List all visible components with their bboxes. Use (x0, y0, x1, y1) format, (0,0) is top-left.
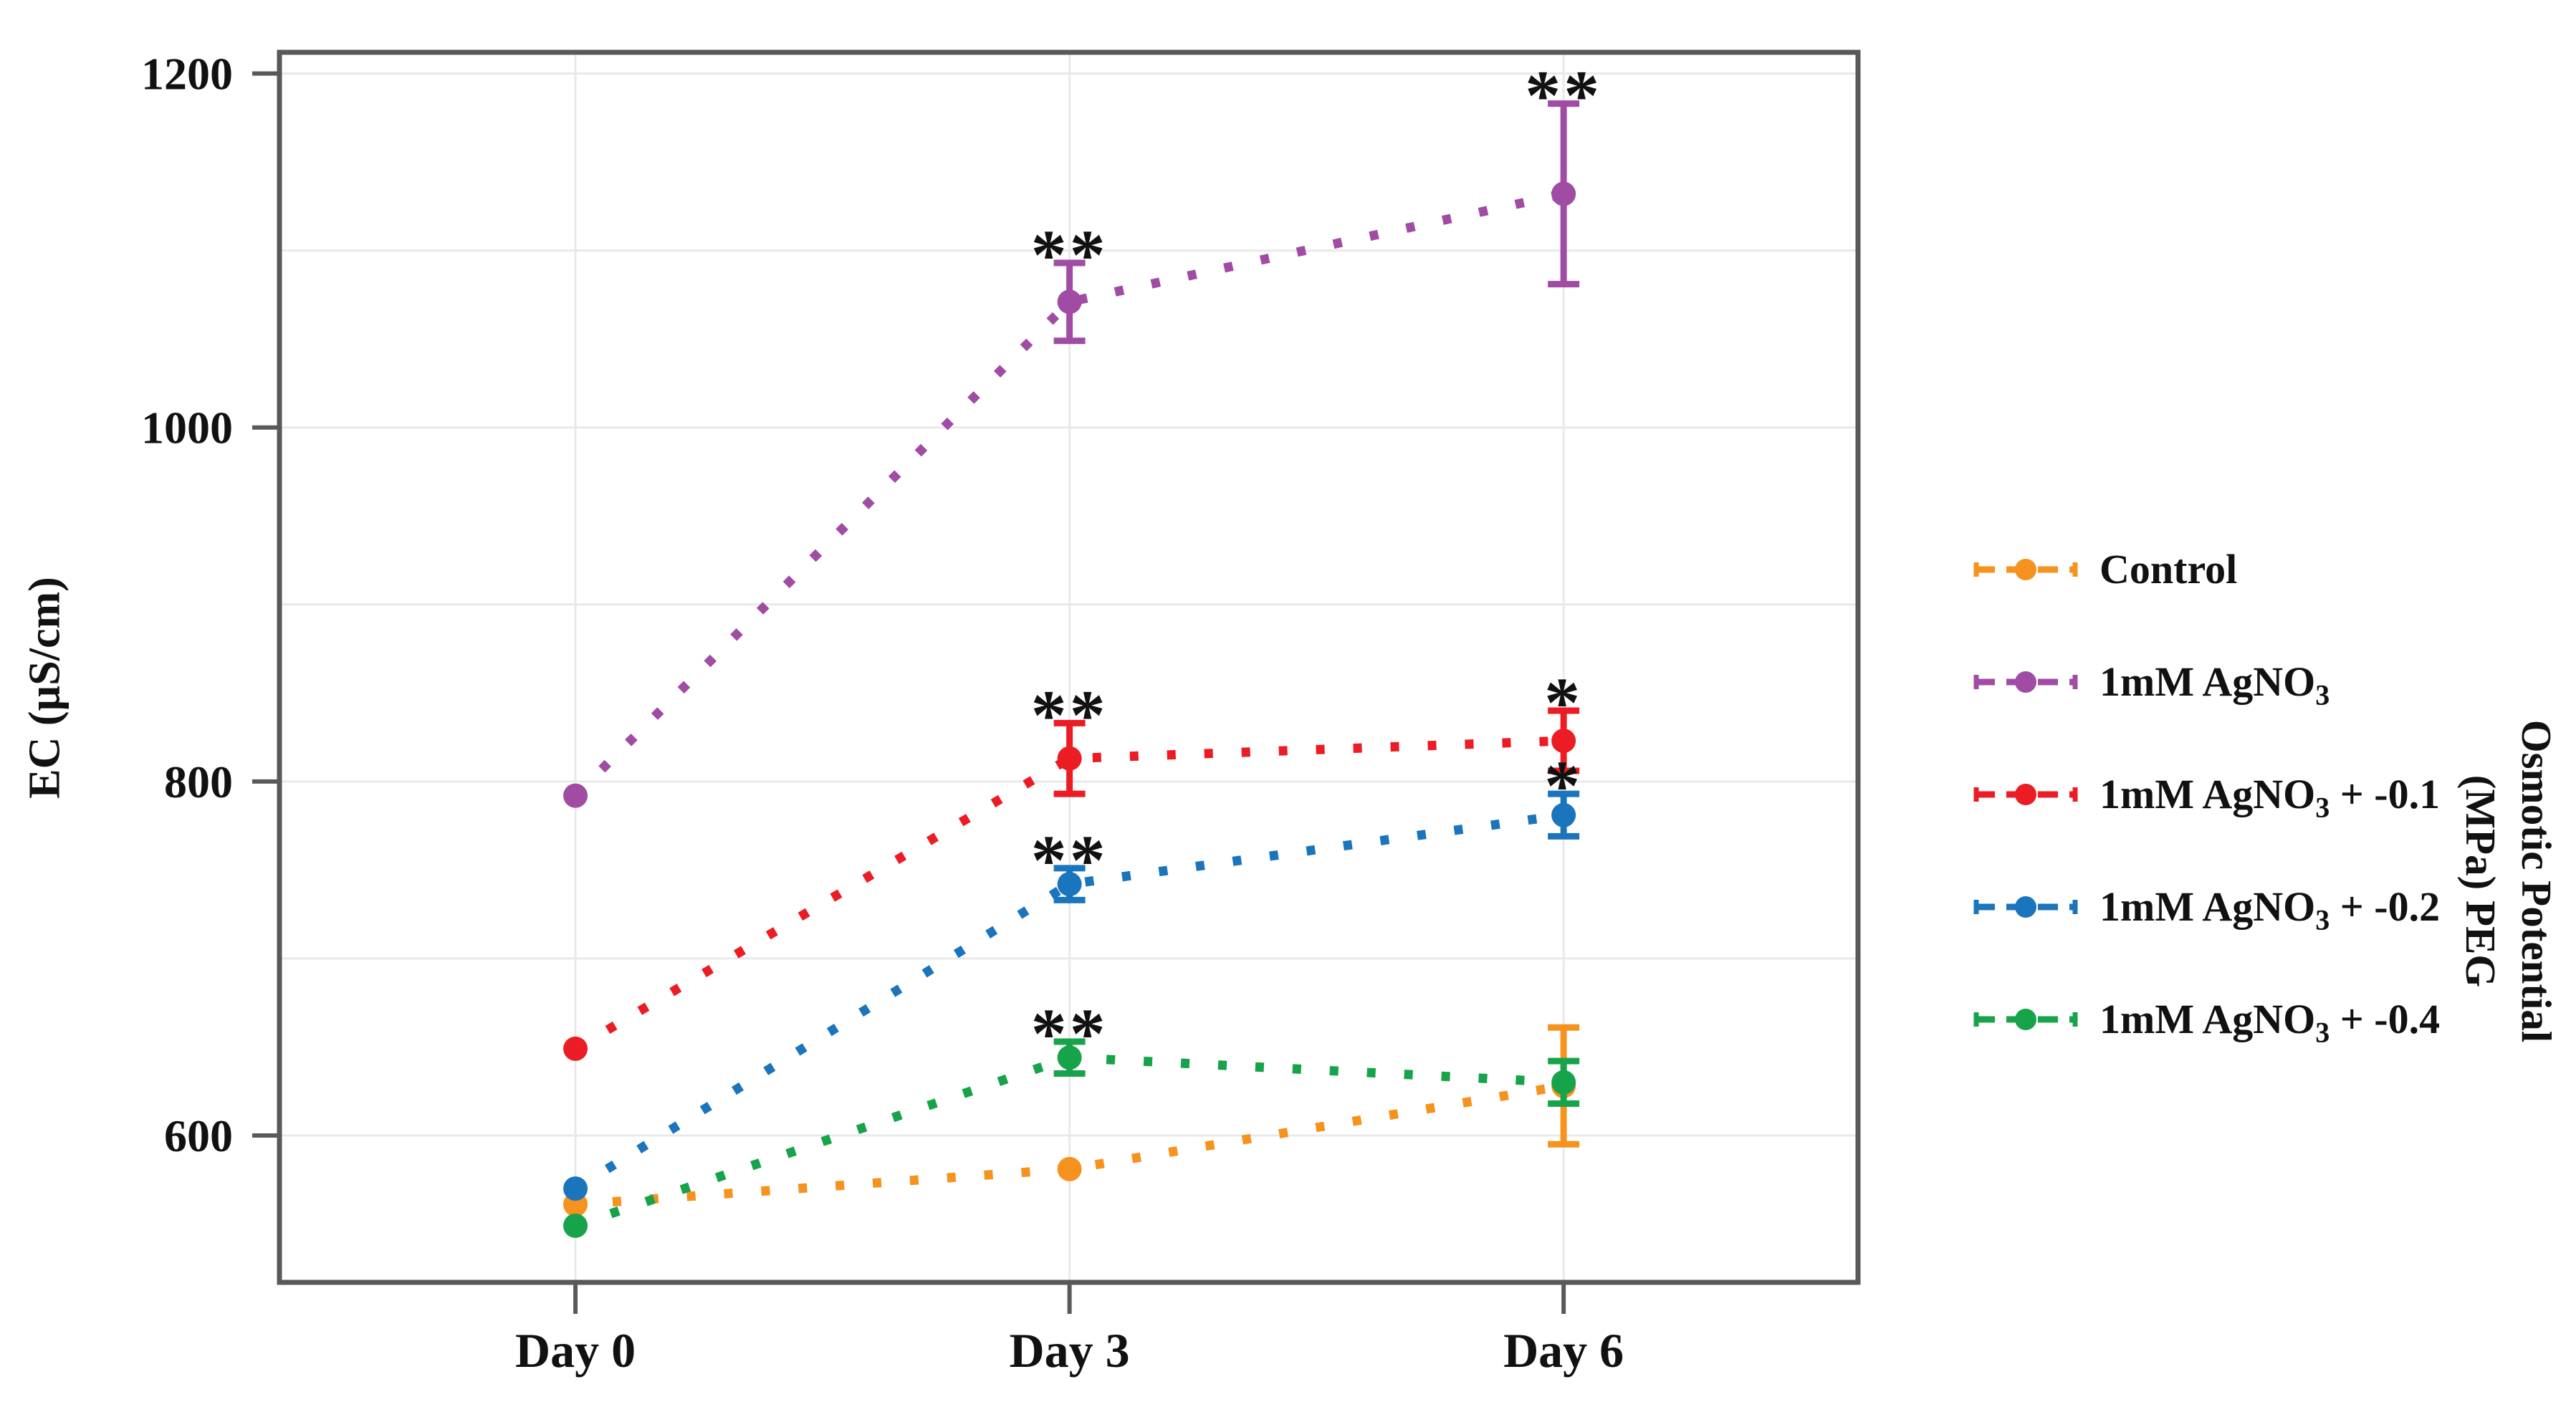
right-axis-title-line1: Osmotic Potential (2512, 719, 2560, 1043)
y-tick-label: 1000 (141, 403, 233, 453)
data-point-marker (1057, 872, 1082, 897)
y-tick-label: 600 (164, 1110, 233, 1161)
legend: Control 1mM AgNO3 1mM AgNO3 + -0.1 1mM AgNO… (1972, 513, 2440, 1075)
data-point-marker (1551, 802, 1576, 827)
data-point-marker (1057, 746, 1082, 771)
legend-item: 1mM AgNO3 (1972, 625, 2440, 738)
legend-item-label: 1mM AgNO3 + -0.1 (2099, 771, 2441, 824)
legend-marker-dot (2015, 895, 2036, 918)
legend-line-sample (1973, 1008, 2078, 1030)
significance-marker: ** (1525, 56, 1602, 135)
significance-marker: ** (1031, 215, 1109, 294)
significance-marker: ** (1031, 820, 1109, 900)
legend-item: 1mM AgNO3 + -0.2 (1972, 850, 2440, 963)
data-point-marker (1551, 181, 1576, 206)
right-axis-title: Osmotic Potential (MPa) PEG (2452, 720, 2564, 1043)
data-point-marker (1057, 289, 1082, 314)
significance-marker: * (1544, 663, 1583, 742)
significance-marker: * (1544, 746, 1583, 825)
x-tick-label: Day 0 (515, 1323, 636, 1378)
legend-line-sample (1973, 895, 2078, 918)
y-tick-label: 800 (164, 757, 233, 807)
legend-line-sample (1973, 558, 2078, 580)
legend-item: 1mM AgNO3 + -0.1 (1972, 738, 2440, 850)
legend-marker-dot (2015, 783, 2036, 805)
y-axis-title: EC (µS/cm) (20, 577, 70, 799)
legend-line-sample (1973, 783, 2078, 805)
data-point-marker (563, 1213, 588, 1238)
series-line (573, 736, 1564, 1053)
right-axis-title-line2: (MPa) PEG (2457, 774, 2504, 988)
data-point-marker (1551, 729, 1576, 754)
data-point-marker (563, 1036, 588, 1061)
data-point-marker (1057, 1156, 1082, 1181)
data-point-marker (563, 783, 588, 808)
data-point-marker (563, 1176, 588, 1201)
legend-item: Control (1972, 513, 2440, 625)
legend-item-label: 1mM AgNO3 + -0.4 (2099, 996, 2441, 1049)
series-line (573, 810, 1565, 1193)
data-point-marker (1057, 1045, 1082, 1070)
legend-label-subscript: 3 (2315, 903, 2330, 936)
x-tick-label: Day 3 (1010, 1323, 1130, 1378)
significance-marker: ** (1031, 994, 1109, 1073)
x-tick-label: Day 6 (1503, 1323, 1624, 1378)
legend-item-label: 1mM AgNO3 + -0.2 (2099, 883, 2441, 936)
data-point-marker (1551, 1070, 1576, 1095)
legend-marker-dot (2015, 1008, 2036, 1030)
legend-item: 1mM AgNO3 + -0.4 (1972, 963, 2440, 1075)
legend-label-subscript: 3 (2315, 1016, 2330, 1049)
legend-item-label: Control (2099, 546, 2238, 592)
legend-marker-dot (2015, 671, 2036, 693)
legend-label-subscript: 3 (2315, 678, 2330, 711)
legend-label-subscript: 3 (2315, 791, 2330, 824)
significance-marker: ** (1031, 675, 1109, 754)
y-tick-label: 1200 (141, 49, 233, 100)
legend-item-label: 1mM AgNO3 (2099, 658, 2330, 711)
legend-line-sample (1973, 671, 2078, 693)
legend-marker-dot (2015, 558, 2036, 580)
